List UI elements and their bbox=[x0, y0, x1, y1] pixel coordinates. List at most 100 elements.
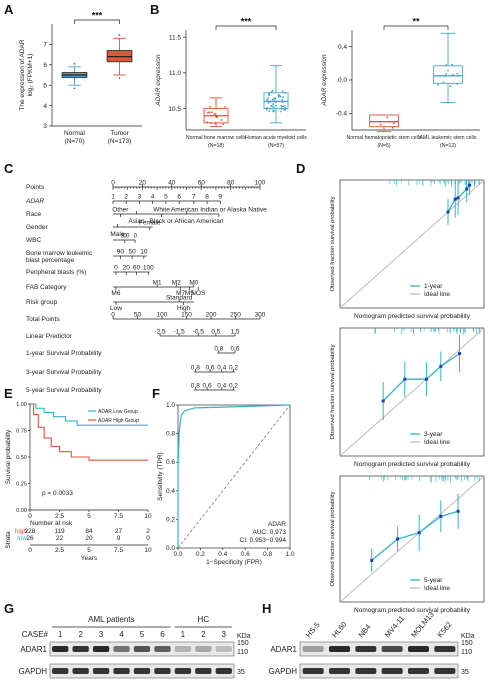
data-point bbox=[272, 109, 275, 112]
y-tick-label: 0.25 bbox=[16, 482, 27, 488]
risk-value: 228 bbox=[25, 528, 36, 535]
nomogram-row-label: Peripheral blasts (%) bbox=[26, 269, 86, 276]
significance-stars: *** bbox=[241, 17, 252, 27]
category-label: Normal hematopoietic stem cells bbox=[347, 135, 422, 141]
y-axis-label: Survival probability bbox=[5, 429, 12, 484]
data-point bbox=[451, 73, 454, 76]
risk-row-label: high bbox=[15, 528, 28, 535]
calibration-point bbox=[446, 210, 450, 214]
nomogram-tick-label: M2 bbox=[172, 280, 181, 287]
blot-band bbox=[381, 668, 403, 674]
roc-ci: CI: 0.953−0.994 bbox=[240, 537, 287, 544]
x-axis-label: 1−Specificity (FPR) bbox=[206, 559, 262, 566]
significance-bracket bbox=[383, 25, 449, 30]
data-point bbox=[216, 116, 218, 119]
nomogram-tick-label: 0.8 bbox=[191, 365, 200, 372]
category-n: (N=70) bbox=[64, 138, 84, 145]
data-point bbox=[388, 120, 391, 123]
nomogram-tick-label: 4 bbox=[151, 194, 155, 201]
nomogram-tick-label: 50 bbox=[128, 249, 136, 256]
data-point bbox=[266, 99, 269, 102]
blot-band bbox=[113, 668, 130, 674]
nomogram-tick-label: 20 bbox=[123, 265, 131, 272]
calibration-curve bbox=[382, 353, 460, 402]
y-tick-label: 1.00 bbox=[16, 402, 27, 408]
nomogram-row-label: Race bbox=[26, 211, 42, 218]
y-axis-label: Observed fraction survival probability bbox=[330, 491, 336, 586]
data-point bbox=[274, 104, 277, 107]
category-label: Normal bone marrow cells bbox=[186, 135, 247, 141]
data-point bbox=[222, 123, 225, 126]
x-tick-label: 10 bbox=[144, 513, 152, 520]
blot-band bbox=[407, 668, 430, 674]
data-point bbox=[271, 89, 274, 92]
risk-row-label: low bbox=[17, 535, 27, 542]
risk-value: 27 bbox=[115, 528, 123, 535]
y-tick-label: 0.75 bbox=[16, 429, 27, 435]
nomogram-tick-label: 3 bbox=[138, 194, 142, 201]
data-point bbox=[449, 85, 452, 88]
nomogram-row-label: Linear Predictor bbox=[26, 333, 73, 340]
boxplot-bone-marrow-vs-aml: 10.5 11.0 11.5 ADAR expression Normal bone m… bbox=[155, 17, 307, 150]
panel-label-d: D bbox=[296, 161, 305, 176]
nomogram-row-label: Points bbox=[26, 184, 45, 191]
data-point bbox=[278, 95, 281, 98]
data-point bbox=[270, 100, 272, 103]
blot-band bbox=[195, 668, 212, 674]
lane-label: 4 bbox=[119, 630, 124, 639]
data-point bbox=[267, 101, 270, 104]
nomogram-tick-label: -0.5 bbox=[193, 329, 205, 336]
y-tick-label: 0.0 bbox=[166, 545, 175, 552]
blot-band bbox=[355, 668, 377, 674]
panel-label-h: H bbox=[262, 601, 271, 616]
y-tick-label: 5 bbox=[43, 82, 47, 89]
blot-band bbox=[92, 668, 110, 674]
category-n: (N=18) bbox=[208, 143, 224, 149]
calibration-point bbox=[439, 514, 443, 518]
nomogram-tick-label: Standard bbox=[166, 295, 193, 302]
marker-110: 110 bbox=[237, 649, 248, 656]
boxplot-stem-cells: -0.4 0.0 0.4 ADAR expression Normal hematopo… bbox=[321, 17, 480, 149]
legend-label: 5-year bbox=[424, 577, 443, 584]
roc-auc: AUC: 0.973 bbox=[252, 529, 286, 536]
data-point bbox=[220, 119, 223, 121]
category-n: (N=173) bbox=[108, 138, 132, 145]
risk-value: 26 bbox=[26, 535, 34, 542]
blot-strip bbox=[299, 641, 459, 657]
nomogram-tick-label: -1.5 bbox=[174, 329, 186, 336]
data-point bbox=[284, 108, 287, 111]
data-point bbox=[456, 82, 459, 85]
y-tick-label: 7 bbox=[43, 42, 47, 49]
y-tick-label: 0.0 bbox=[338, 77, 347, 84]
data-point bbox=[282, 90, 284, 93]
ideal-line bbox=[339, 327, 485, 457]
blot-band bbox=[174, 668, 192, 674]
risk-value: 2 bbox=[146, 528, 150, 535]
nomogram-row-label: 5-year Survival Probability bbox=[26, 387, 102, 394]
nomogram-tick-label: 90 bbox=[117, 249, 125, 256]
risk-value: 9 bbox=[117, 535, 121, 542]
risk-x-tick: 5 bbox=[87, 547, 91, 554]
data-point bbox=[284, 91, 286, 94]
calibration-point bbox=[439, 364, 443, 368]
category-n: (N=5) bbox=[377, 143, 390, 149]
nomogram-tick-label: 250 bbox=[230, 312, 241, 319]
lane-label: K562 bbox=[435, 620, 453, 639]
legend-label: Ideal line bbox=[424, 585, 450, 592]
panel-label-g: G bbox=[4, 601, 14, 616]
category-label: Tumor bbox=[110, 130, 129, 137]
y-tick-label: 10.5 bbox=[168, 106, 181, 113]
blot-row-label: GAPDH bbox=[19, 667, 48, 676]
data-point bbox=[281, 105, 284, 108]
data-point bbox=[282, 96, 284, 99]
data-point bbox=[271, 98, 274, 101]
y-tick-label: 0.4 bbox=[166, 488, 175, 495]
marker-150: 150 bbox=[237, 640, 249, 647]
lane-label: 3 bbox=[222, 630, 227, 639]
blot-band bbox=[52, 668, 69, 674]
y-tick-label: 4 bbox=[43, 103, 47, 110]
blot-strip bbox=[299, 663, 459, 679]
western-blot-patients: AML patients HC CASE# 1 2 3 4 5 6 1 2 3 ADAR1 GAPDH KD… bbox=[19, 615, 251, 679]
plot-frame bbox=[339, 327, 485, 457]
